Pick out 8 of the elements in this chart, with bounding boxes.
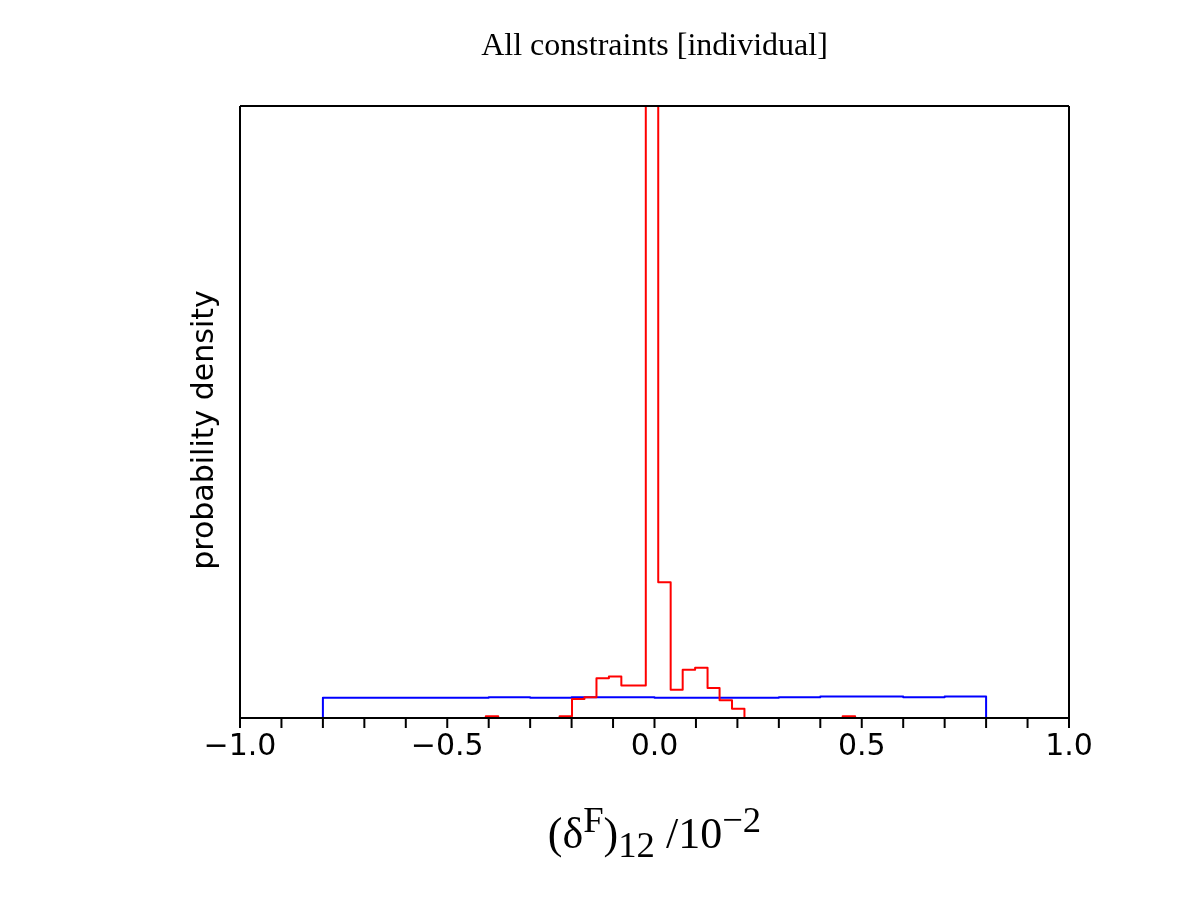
x-tick-label: 1.0 <box>1045 727 1093 763</box>
x-axis-title: (δ$^{F}$)$_{12}$ /10$^{−2}$ <box>546 798 763 867</box>
x-tick-label: 0.5 <box>837 727 886 763</box>
y-axis-title: probability density <box>185 290 220 570</box>
x-tick-label: −1.0 <box>203 727 277 763</box>
chart-title: All constraints [individual] <box>480 26 829 63</box>
x-tick-label: 0.0 <box>630 727 679 763</box>
x-tick-label: −0.5 <box>410 727 484 763</box>
